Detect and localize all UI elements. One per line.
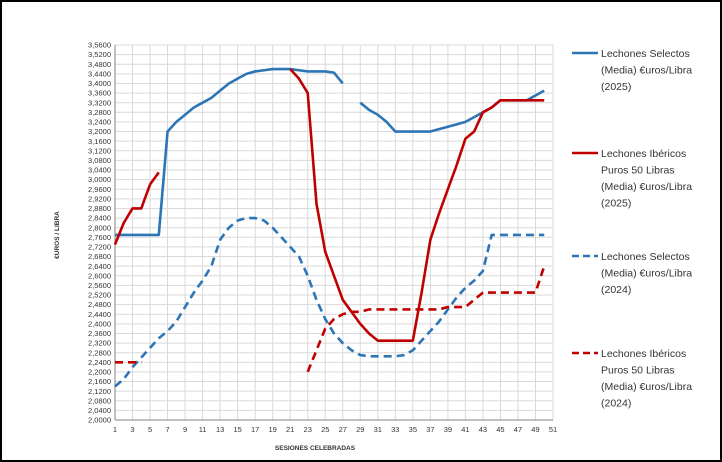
y-tick-label: 2,6400 (88, 262, 111, 271)
legend-item-4: Lechones Ibéricos Puros 50 Libras (Media) … (572, 348, 692, 410)
y-tick-label: 2,2400 (88, 358, 111, 367)
y-tick-label: 3,0800 (88, 156, 111, 165)
axes (114, 45, 553, 421)
x-axis-title: SESIONES CELEBRADAS (275, 445, 356, 452)
legend-label-line: Puros 50 Libras (601, 365, 675, 377)
y-tick-label: 3,3600 (88, 89, 111, 98)
x-tick-label: 37 (426, 425, 434, 434)
y-tick-label: 3,2000 (88, 127, 111, 136)
y-tick-label: 2,0400 (88, 406, 111, 415)
x-tick-label: 51 (549, 425, 557, 434)
y-tick-label: 2,5200 (88, 291, 111, 300)
x-tick-label: 49 (531, 425, 539, 434)
y-tick-label: 2,4000 (88, 319, 111, 328)
x-tick-label: 15 (233, 425, 241, 434)
x-tick-label: 33 (391, 425, 399, 434)
y-tick-label: 2,0000 (88, 416, 111, 425)
y-tick-label: 2,9200 (88, 194, 111, 203)
legend-label-line: (Media) €uros/Libra (601, 381, 692, 393)
y-tick-label: 3,5600 (88, 41, 111, 50)
series-line-4 (115, 265, 546, 373)
x-tick-label: 23 (304, 425, 312, 434)
y-axis-ticks: 2,00002,04002,08002,12002,16002,20002,24… (88, 41, 111, 425)
series-line-1 (115, 67, 545, 237)
series-line-2 (113, 68, 545, 342)
legend-item-1: Lechones Selectos (Media) €uros/Libra (202… (572, 48, 692, 93)
y-tick-label: 2,7600 (88, 233, 111, 242)
x-tick-label: 27 (339, 425, 347, 434)
x-tick-label: 3 (130, 425, 134, 434)
y-tick-label: 2,1200 (88, 387, 111, 396)
y-tick-label: 2,8800 (88, 204, 111, 213)
legend-label-line: Lechones Selectos (601, 48, 690, 60)
legend-label-line: (Media) €uros/Libra (601, 268, 692, 280)
legend-label-line: (Media) €uros/Libra (601, 181, 692, 193)
x-tick-label: 13 (216, 425, 224, 434)
y-axis-title: €UROS / LIBRA (54, 211, 61, 259)
y-tick-label: 3,4000 (88, 79, 111, 88)
series-line-3 (114, 216, 545, 388)
y-tick-label: 3,2800 (88, 108, 111, 117)
x-tick-label: 21 (286, 425, 294, 434)
series-lines (113, 67, 546, 388)
x-tick-label: 1 (113, 425, 117, 434)
legend: Lechones Selectos (Media) €uros/Libra (202… (572, 48, 692, 410)
x-tick-label: 19 (269, 425, 277, 434)
legend-label-line: (2024) (601, 284, 631, 296)
y-tick-label: 3,1600 (88, 137, 111, 146)
legend-label-line: (2025) (601, 81, 631, 93)
x-tick-label: 29 (356, 425, 364, 434)
y-tick-label: 3,0400 (88, 166, 111, 175)
y-tick-label: 2,5600 (88, 281, 111, 290)
y-tick-label: 2,3200 (88, 339, 111, 348)
y-tick-label: 2,7200 (88, 243, 111, 252)
y-tick-label: 3,5200 (88, 50, 111, 59)
legend-label-line: (Media) €uros/Libra (601, 65, 692, 77)
legend-label-line: Lechones Ibéricos (601, 148, 686, 160)
y-tick-label: 2,0800 (88, 396, 111, 405)
x-tick-label: 43 (479, 425, 487, 434)
x-tick-label: 47 (514, 425, 522, 434)
y-tick-label: 3,1200 (88, 146, 111, 155)
legend-item-3: Lechones Selectos (Media) €uros/Libra (202… (572, 251, 692, 296)
y-tick-label: 2,8000 (88, 223, 111, 232)
y-tick-label: 2,6800 (88, 252, 111, 261)
x-tick-label: 35 (409, 425, 417, 434)
y-tick-label: 2,8400 (88, 214, 111, 223)
y-tick-label: 2,2000 (88, 368, 111, 377)
x-tick-label: 9 (183, 425, 187, 434)
legend-label-line: (2025) (601, 198, 631, 210)
y-tick-label: 2,3600 (88, 329, 111, 338)
y-tick-label: 3,4800 (88, 60, 111, 69)
y-tick-label: 3,3200 (88, 98, 111, 107)
y-tick-label: 2,2800 (88, 348, 111, 357)
legend-label-line: (2024) (601, 398, 631, 410)
x-axis-ticks: 1 3 5 7 9 11 13 15 17 19 21 23 25 27 29 31 33 35 37 39 41 43 4… (113, 425, 557, 434)
legend-label-line: Lechones Ibéricos (601, 348, 686, 360)
y-tick-label: 2,1600 (88, 377, 111, 386)
x-tick-label: 41 (461, 425, 469, 434)
x-tick-label: 11 (199, 425, 207, 434)
y-tick-label: 3,0000 (88, 175, 111, 184)
x-tick-label: 25 (321, 425, 329, 434)
x-tick-label: 39 (444, 425, 452, 434)
gridlines (114, 44, 554, 421)
x-tick-label: 17 (251, 425, 259, 434)
y-tick-label: 2,9600 (88, 185, 111, 194)
x-tick-label: 5 (148, 425, 152, 434)
x-tick-label: 45 (496, 425, 504, 434)
y-tick-label: 2,4400 (88, 310, 111, 319)
y-tick-label: 3,2400 (88, 118, 111, 127)
y-tick-label: 2,4800 (88, 300, 111, 309)
x-tick-label: 7 (165, 425, 169, 434)
legend-item-2: Lechones Ibéricos Puros 50 Libras (Media) … (572, 148, 692, 210)
y-tick-label: 2,6000 (88, 271, 111, 280)
legend-label-line: Lechones Selectos (601, 251, 690, 263)
y-tick-label: 3,4400 (88, 69, 111, 78)
legend-label-line: Puros 50 Libras (601, 165, 675, 177)
x-tick-label: 31 (374, 425, 382, 434)
